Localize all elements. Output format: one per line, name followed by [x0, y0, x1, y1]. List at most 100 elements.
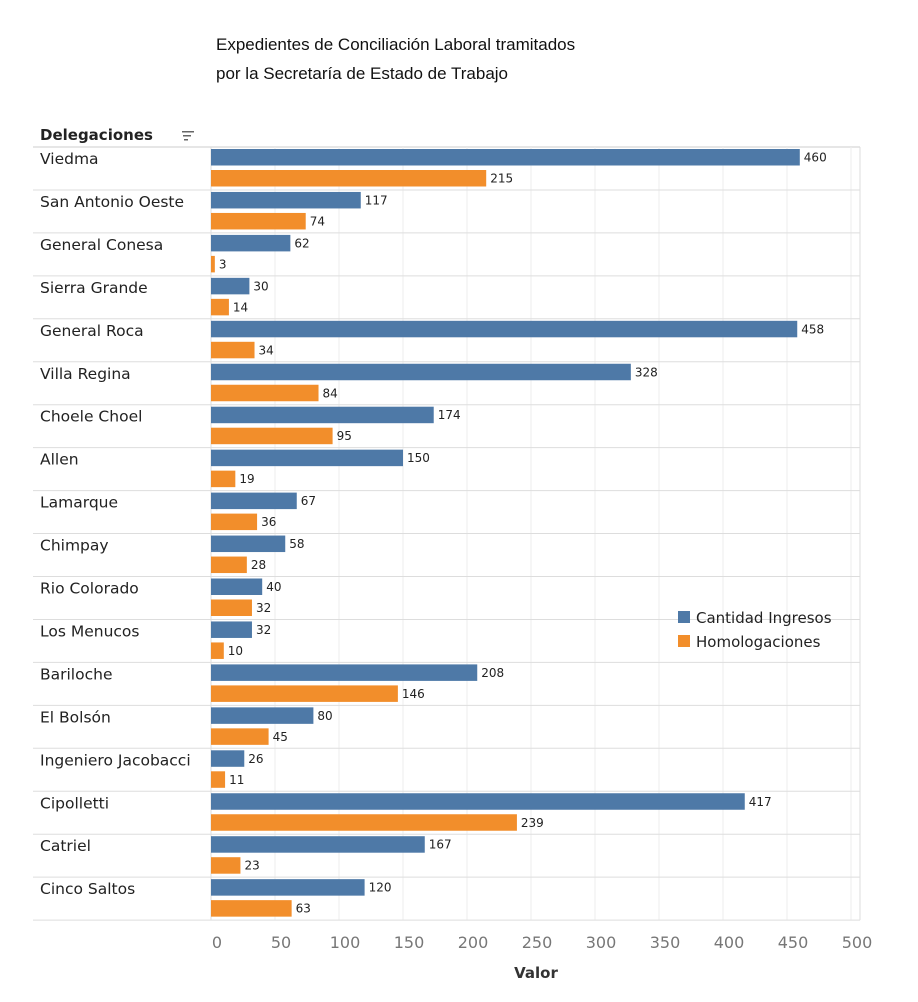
bar-ingresos — [211, 191, 361, 209]
data-label: 14 — [233, 300, 248, 314]
data-label: 26 — [248, 752, 263, 766]
chart-title-line-1: Expedientes de Conciliación Laboral tram… — [216, 35, 576, 54]
row-header: Delegaciones — [40, 126, 153, 144]
category-label: Cinco Saltos — [40, 880, 135, 898]
data-label: 30 — [253, 279, 268, 293]
bar-ingresos — [211, 363, 631, 381]
data-label: 45 — [273, 730, 288, 744]
bar-ingresos — [211, 621, 252, 638]
data-label: 11 — [229, 773, 244, 787]
category-label: Lamarque — [40, 494, 118, 512]
bar-homologaciones — [211, 900, 292, 917]
data-label: 146 — [402, 687, 425, 701]
bar-homologaciones — [211, 556, 247, 574]
data-label: 458 — [801, 322, 824, 336]
category-label: Choele Choel — [40, 408, 142, 426]
category-label: Villa Regina — [40, 365, 131, 383]
data-label: 23 — [244, 859, 259, 873]
legend-swatch — [678, 635, 690, 647]
bar-homologaciones — [211, 341, 255, 359]
bar-homologaciones — [211, 212, 306, 230]
bar-ingresos — [211, 277, 250, 295]
data-label: 84 — [323, 386, 338, 400]
category-label: Ingeniero Jacobacci — [40, 751, 191, 769]
bar-homologaciones — [211, 642, 224, 659]
category-label: El Bolsón — [40, 708, 111, 726]
bar-homologaciones — [211, 298, 229, 316]
bar-ingresos — [211, 234, 291, 252]
x-axis-title: Valor — [514, 964, 558, 982]
data-label: 34 — [259, 343, 274, 357]
bar-homologaciones — [211, 771, 226, 788]
category-label: Catriel — [40, 837, 91, 855]
legend-label: Cantidad Ingresos — [696, 609, 832, 627]
data-label: 28 — [251, 558, 266, 572]
bar-homologaciones — [211, 814, 517, 831]
data-label: 58 — [289, 537, 304, 551]
bar-homologaciones — [211, 599, 252, 616]
x-tick-label: 150 — [394, 933, 425, 952]
data-label: 67 — [301, 494, 316, 508]
bar-ingresos — [211, 664, 478, 681]
data-label: 36 — [261, 515, 276, 529]
data-label: 208 — [481, 666, 504, 680]
data-label: 40 — [266, 580, 281, 594]
x-tick-label: 100 — [330, 933, 361, 952]
bar-ingresos — [211, 707, 314, 724]
data-label: 80 — [317, 709, 332, 723]
bar-homologaciones — [211, 255, 215, 273]
bar-homologaciones — [211, 384, 319, 402]
data-label: 62 — [294, 236, 309, 250]
data-label: 239 — [521, 816, 544, 830]
data-label: 32 — [256, 623, 271, 637]
category-label: General Roca — [40, 322, 144, 340]
bar-homologaciones — [211, 857, 241, 874]
x-tick-label: 450 — [778, 933, 809, 952]
x-tick-label: 250 — [522, 933, 553, 952]
category-label: Viedma — [40, 150, 99, 168]
bar-homologaciones — [211, 470, 236, 488]
legend-label: Homologaciones — [696, 633, 821, 651]
category-label: Bariloche — [40, 665, 112, 683]
data-label: 460 — [804, 151, 827, 165]
x-tick-label: 50 — [271, 933, 291, 952]
data-label: 10 — [228, 644, 243, 658]
bar-ingresos — [211, 836, 425, 853]
legend-swatch — [678, 611, 690, 623]
x-tick-label: 400 — [714, 933, 745, 952]
data-label: 417 — [749, 795, 772, 809]
x-tick-label: 200 — [458, 933, 489, 952]
x-tick-label: 500 — [842, 933, 873, 952]
data-label: 32 — [256, 601, 271, 615]
data-label: 215 — [490, 172, 513, 186]
category-label: Rio Colorado — [40, 580, 139, 598]
bar-ingresos — [211, 578, 263, 595]
data-label: 117 — [365, 193, 388, 207]
category-label: Cipolletti — [40, 794, 109, 812]
data-label: 3 — [219, 257, 227, 271]
data-label: 174 — [438, 408, 461, 422]
data-label: 95 — [337, 429, 352, 443]
bar-ingresos — [211, 879, 365, 896]
category-label: Sierra Grande — [40, 279, 148, 297]
bar-ingresos — [211, 149, 800, 166]
data-label: 63 — [296, 902, 311, 916]
category-label: Chimpay — [40, 537, 109, 555]
bar-homologaciones — [211, 728, 269, 745]
bar-ingresos — [211, 535, 286, 553]
data-label: 150 — [407, 451, 430, 465]
bar-ingresos — [211, 793, 745, 810]
category-label: Allen — [40, 451, 79, 469]
category-label: San Antonio Oeste — [40, 193, 184, 211]
bar-ingresos — [211, 750, 245, 767]
data-label: 120 — [369, 881, 392, 895]
chart-title-line-2: por la Secretaría de Estado de Trabajo — [216, 64, 509, 83]
bar-ingresos — [211, 406, 434, 424]
bar-homologaciones — [211, 427, 333, 445]
data-label: 19 — [239, 472, 254, 486]
sort-icon — [182, 131, 194, 141]
bar-homologaciones — [211, 170, 487, 187]
data-label: 167 — [429, 838, 452, 852]
